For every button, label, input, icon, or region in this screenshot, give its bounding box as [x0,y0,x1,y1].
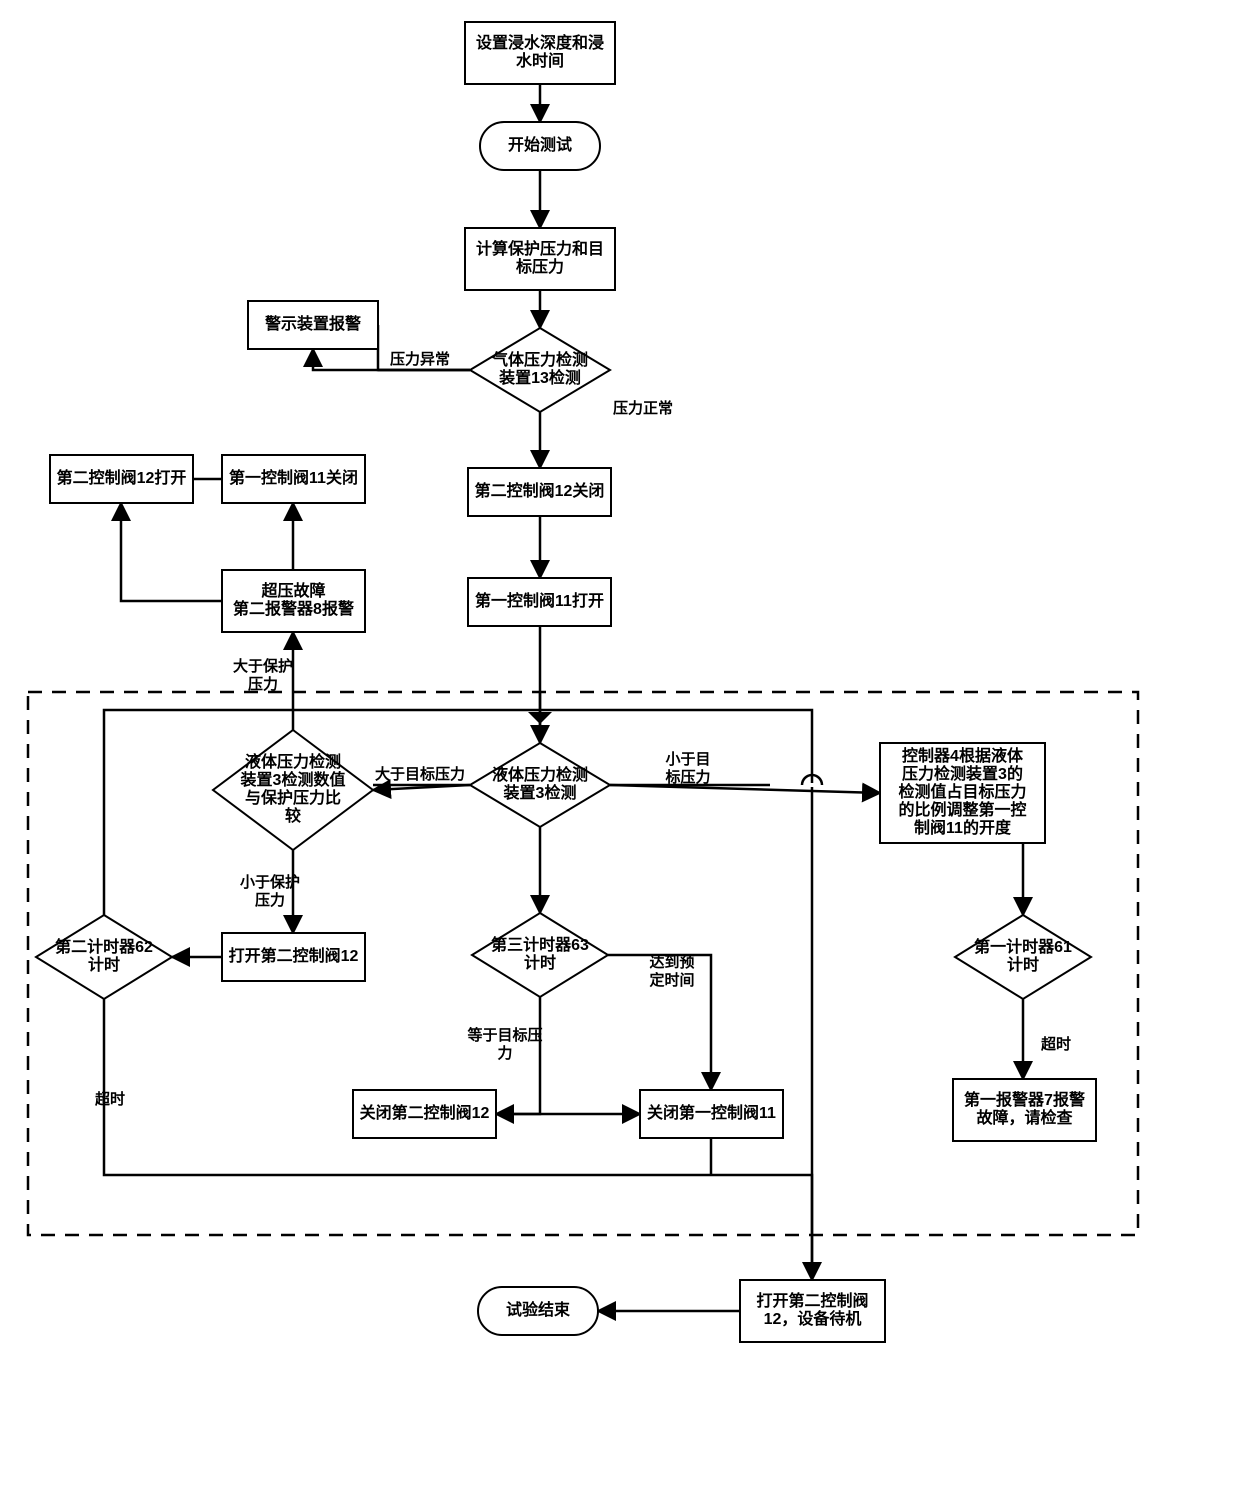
svg-text:小于目标压力: 小于目标压力 [664,751,710,786]
svg-text:压力正常: 压力正常 [613,399,673,417]
svg-text:超时: 超时 [94,1090,125,1108]
svg-text:小于保护压力: 小于保护压力 [240,873,300,909]
svg-text:第一控制阀11关闭: 第一控制阀11关闭 [229,468,358,487]
svg-text:警示装置报警: 警示装置报警 [264,314,361,333]
svg-text:开始测试: 开始测试 [508,135,572,154]
svg-text:试验结束: 试验结束 [506,1300,571,1319]
svg-text:控制器4根据液体压力检测装置3的检测值占目标压力的比例调整第: 控制器4根据液体压力检测装置3的检测值占目标压力的比例调整第一控制阀11的开度 [898,746,1026,837]
svg-text:第二控制阀12关闭: 第二控制阀12关闭 [475,481,605,500]
svg-text:达到预定时间: 达到预定时间 [649,953,694,989]
svg-text:大于目标压力: 大于目标压力 [375,765,465,783]
svg-text:液体压力检测装置3检测: 液体压力检测装置3检测 [492,765,588,802]
svg-text:超时: 超时 [1040,1035,1071,1053]
svg-text:大于保护压力: 大于保护压力 [233,657,293,693]
svg-text:第一报警器7报警故障，请检查: 第一报警器7报警故障，请检查 [964,1090,1085,1127]
svg-text:关闭第二控制阀12: 关闭第二控制阀12 [360,1103,490,1122]
svg-text:等于目标压力: 等于目标压力 [467,1026,542,1062]
svg-text:第二控制阀12打开: 第二控制阀12打开 [57,468,187,487]
svg-text:关闭第一控制阀11: 关闭第一控制阀11 [647,1103,776,1122]
svg-text:压力异常: 压力异常 [390,350,450,368]
svg-text:气体压力检测装置13检测: 气体压力检测装置13检测 [491,350,588,387]
svg-text:第一控制阀11打开: 第一控制阀11打开 [475,591,604,610]
svg-text:打开第二控制阀12，设备待机: 打开第二控制阀12，设备待机 [756,1291,868,1328]
svg-text:打开第二控制阀12: 打开第二控制阀12 [229,946,359,965]
